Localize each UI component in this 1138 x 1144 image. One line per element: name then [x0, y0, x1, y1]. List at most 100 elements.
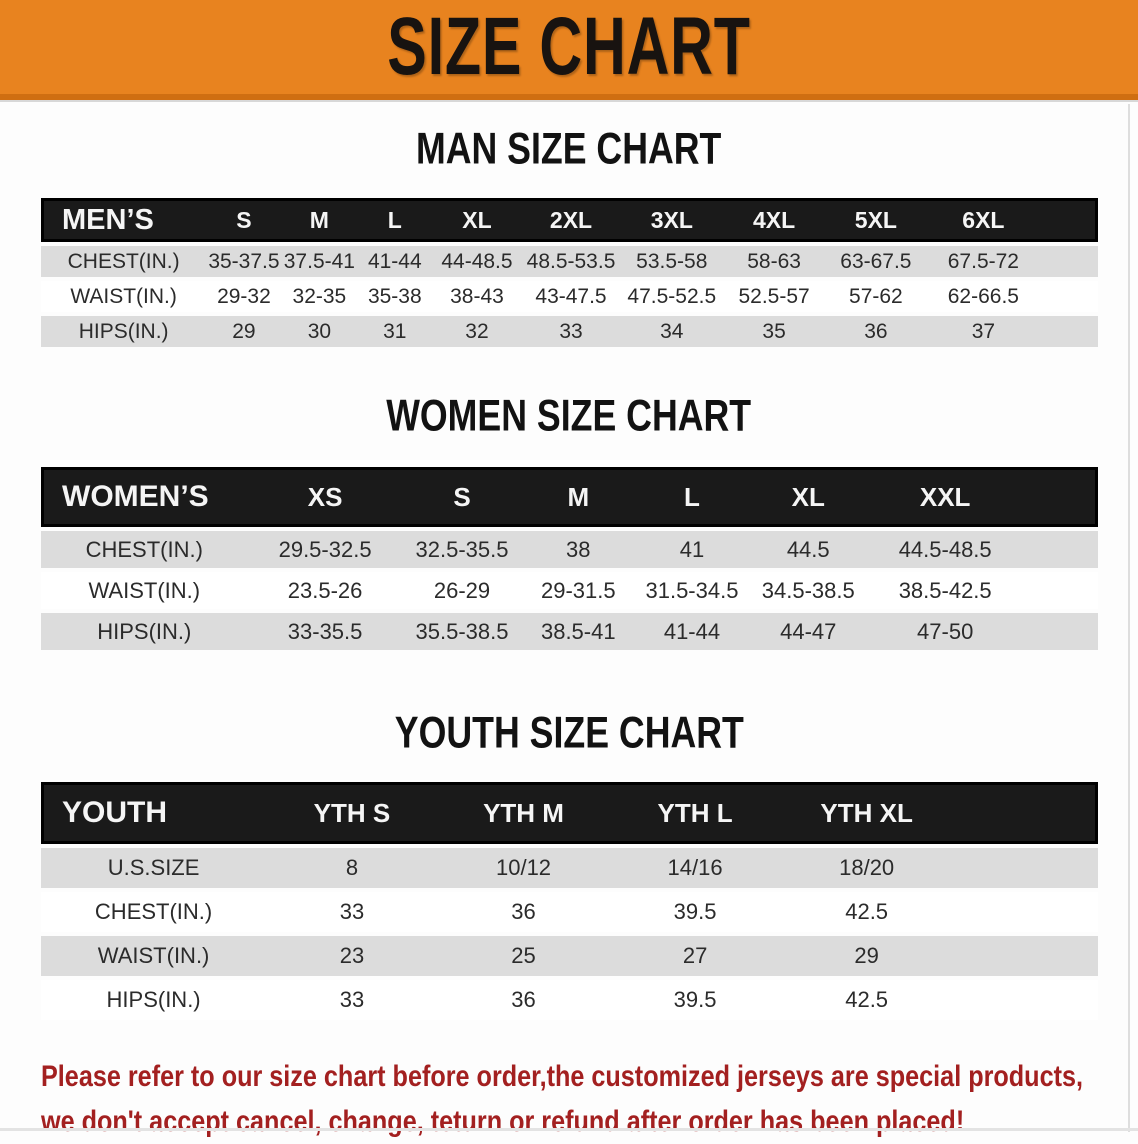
cell: 47-50 — [867, 613, 1023, 650]
table-group-label: WOMEN’S — [41, 467, 248, 527]
scan-edge-right — [1128, 104, 1130, 1132]
cell: 52.5-57 — [722, 281, 826, 312]
cell-filler — [1040, 281, 1098, 312]
table-row: HIPS(IN.) 33-35.5 35.5-38.5 38.5-41 41-44 44-… — [41, 613, 1098, 650]
cell: 44-47 — [748, 613, 868, 650]
cell: 35 — [722, 316, 826, 347]
cell: 30 — [281, 316, 358, 347]
cell: 44.5 — [748, 531, 868, 568]
cell: 35.5-38.5 — [402, 613, 522, 650]
table-row: HIPS(IN.) 33 36 39.5 42.5 — [41, 980, 1098, 1020]
size-table-men: MEN’S S M L XL 2XL 3XL 4XL 5XL 6XL CHEST(IN.) 35-37… — [41, 194, 1098, 351]
col-header: S — [206, 198, 282, 242]
cell: 36 — [437, 980, 610, 1020]
cell-filler — [1040, 316, 1098, 347]
header-filler — [1022, 467, 1098, 527]
cell-filler — [1040, 246, 1098, 277]
cell: 39.5 — [609, 980, 781, 1020]
cell: 33 — [266, 892, 438, 932]
section-title-text: WOMEN SIZE CHART — [386, 390, 752, 441]
table-row: CHEST(IN.) 35-37.5 37.5-41 41-44 44-48.5 48.5… — [41, 246, 1098, 277]
cell: 31.5-34.5 — [635, 572, 749, 609]
row-label: HIPS(IN.) — [41, 980, 267, 1020]
col-header: S — [402, 467, 522, 527]
cell: 58-63 — [722, 246, 826, 277]
table-row: HIPS(IN.) 29 30 31 32 33 34 35 36 37 — [41, 316, 1098, 347]
row-label: CHEST(IN.) — [41, 246, 207, 277]
scan-edge-bottom — [0, 1128, 1138, 1131]
col-header: 6XL — [926, 198, 1041, 242]
cell: 47.5-52.5 — [620, 281, 723, 312]
cell-filler — [952, 980, 1098, 1020]
table-group-label: MEN’S — [41, 198, 207, 242]
disclaimer-line-1: Please refer to our size chart before or… — [41, 1060, 1084, 1093]
cell: 38.5-42.5 — [867, 572, 1023, 609]
page-title: SIZE CHART — [387, 0, 751, 93]
col-header: 2XL — [521, 198, 621, 242]
table-row: WAIST(IN.) 29-32 32-35 35-38 38-43 43-47.5 47.… — [41, 281, 1098, 312]
size-table-wrap-youth: YOUTH YTH S YTH M YTH L YTH XL U.S.SIZE 8 10/12… — [41, 778, 1098, 1024]
cell: 37 — [926, 316, 1041, 347]
col-header: YTH XL — [780, 782, 953, 844]
cell: 67.5-72 — [926, 246, 1041, 277]
banner: SIZE CHART — [0, 0, 1138, 100]
cell-filler — [952, 936, 1098, 976]
cell: 23 — [266, 936, 438, 976]
col-header: M — [281, 198, 358, 242]
cell: 25 — [437, 936, 610, 976]
cell: 36 — [437, 892, 610, 932]
cell: 14/16 — [609, 848, 781, 888]
cell: 31 — [357, 316, 433, 347]
col-header: XL — [748, 467, 868, 527]
cell: 33 — [266, 980, 438, 1020]
cell: 34.5-38.5 — [748, 572, 868, 609]
header-filler — [952, 782, 1098, 844]
cell-filler — [952, 848, 1098, 888]
col-header: XS — [247, 467, 403, 527]
cell: 42.5 — [780, 980, 953, 1020]
table-row: U.S.SIZE 8 10/12 14/16 18/20 — [41, 848, 1098, 888]
col-header: YTH S — [266, 782, 438, 844]
section-title-men: MAN SIZE CHART — [0, 126, 1138, 170]
cell: 37.5-41 — [281, 246, 358, 277]
header-row: YOUTH YTH S YTH M YTH L YTH XL — [41, 782, 1098, 844]
cell-filler — [1022, 572, 1098, 609]
cell: 48.5-53.5 — [521, 246, 621, 277]
cell: 39.5 — [609, 892, 781, 932]
cell: 41 — [635, 531, 749, 568]
cell: 8 — [266, 848, 438, 888]
cell: 36 — [825, 316, 927, 347]
cell: 10/12 — [437, 848, 610, 888]
cell: 32.5-35.5 — [402, 531, 522, 568]
table-row: WAIST(IN.) 23 25 27 29 — [41, 936, 1098, 976]
row-label: HIPS(IN.) — [41, 613, 248, 650]
cell: 33-35.5 — [247, 613, 403, 650]
cell-filler — [952, 892, 1098, 932]
cell: 29-32 — [206, 281, 282, 312]
row-label: WAIST(IN.) — [41, 936, 267, 976]
cell: 32-35 — [281, 281, 358, 312]
cell: 41-44 — [635, 613, 749, 650]
col-header: YTH L — [609, 782, 781, 844]
cell: 29 — [780, 936, 953, 976]
cell: 34 — [620, 316, 723, 347]
size-table-wrap-men: MEN’S S M L XL 2XL 3XL 4XL 5XL 6XL CHEST(IN.) 35-37… — [41, 194, 1098, 351]
cell: 44.5-48.5 — [867, 531, 1023, 568]
table-row: WAIST(IN.) 23.5-26 26-29 29-31.5 31.5-34.5 34… — [41, 572, 1098, 609]
cell: 32 — [432, 316, 522, 347]
size-table-wrap-women: WOMEN’S XS S M L XL XXL CHEST(IN.) 29.5-32.5 32.5… — [41, 463, 1098, 654]
size-chart-sections: MAN SIZE CHART MEN’S S M L XL 2XL 3XL 4XL 5XL 6XL C… — [0, 126, 1138, 1024]
section-title-women: WOMEN SIZE CHART — [0, 390, 1138, 441]
col-header: 4XL — [722, 198, 826, 242]
disclaimer: Please refer to our size chart before or… — [41, 1054, 1138, 1144]
cell: 29.5-32.5 — [247, 531, 403, 568]
col-header: YTH M — [437, 782, 610, 844]
col-header: L — [357, 198, 433, 242]
col-header: 3XL — [620, 198, 723, 242]
cell: 42.5 — [780, 892, 953, 932]
cell: 63-67.5 — [825, 246, 927, 277]
row-label: CHEST(IN.) — [41, 892, 267, 932]
table-row: CHEST(IN.) 29.5-32.5 32.5-35.5 38 41 44.5 44.5… — [41, 531, 1098, 568]
table-group-label: YOUTH — [41, 782, 267, 844]
header-row: WOMEN’S XS S M L XL XXL — [41, 467, 1098, 527]
